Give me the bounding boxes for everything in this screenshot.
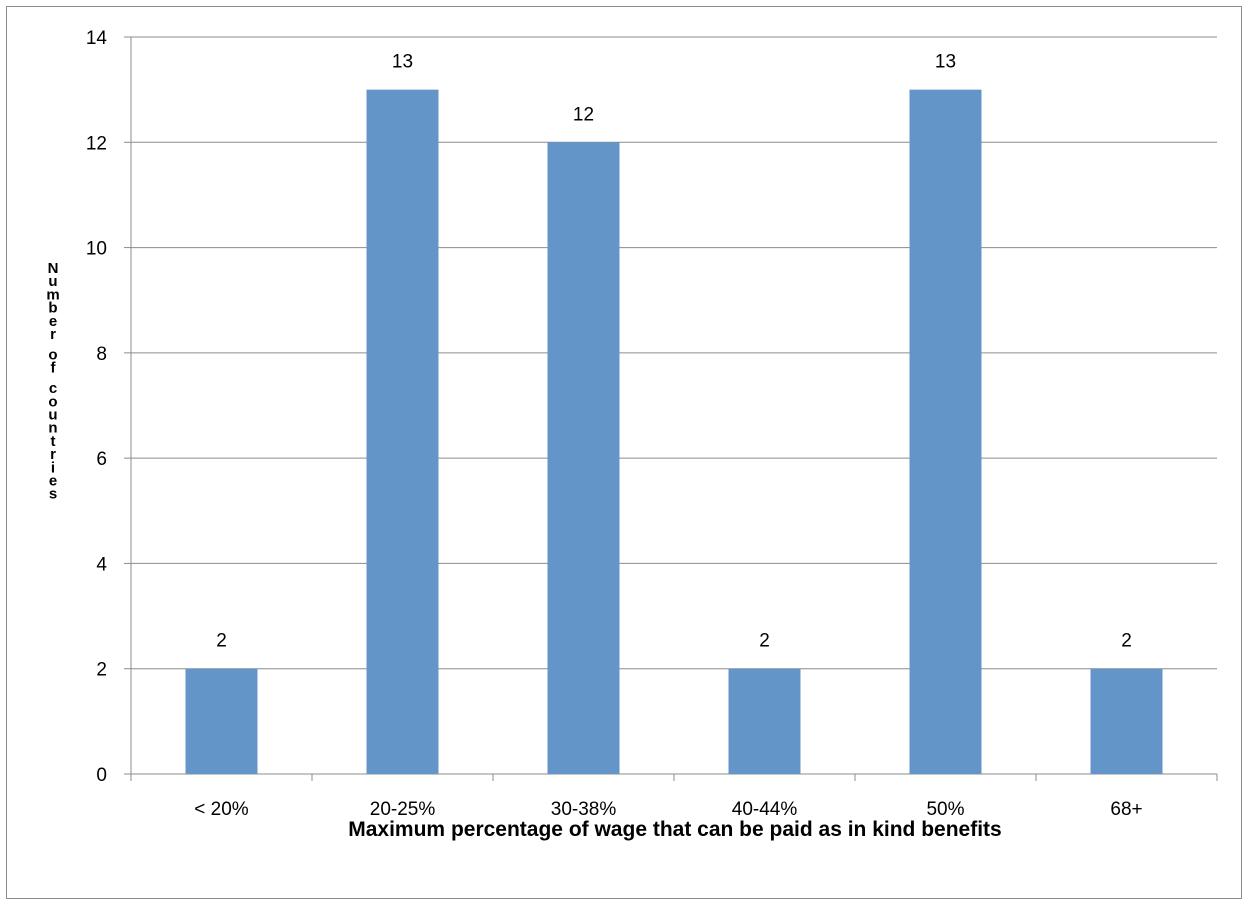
y-axis-label-char: u <box>48 273 57 290</box>
y-tick-label: 6 <box>96 449 107 470</box>
axes <box>124 36 1218 781</box>
y-axis-label-char: s <box>49 486 57 503</box>
data-labels: 2 13 12 2 13 2 <box>216 52 1132 652</box>
x-tick-label: 50% <box>926 799 964 820</box>
y-axis-label-char: N <box>48 260 59 277</box>
data-label: 13 <box>935 52 956 73</box>
y-axis-label-char: n <box>48 420 57 437</box>
y-tick-label: 2 <box>96 660 107 681</box>
data-label: 13 <box>392 52 413 73</box>
data-label: 2 <box>1121 631 1132 652</box>
data-label: 12 <box>573 104 594 125</box>
y-axis-label-char: t <box>51 433 56 450</box>
y-axis-label-char: m <box>46 286 59 303</box>
y-axis-label-char: f <box>51 360 57 377</box>
x-tick-label: 68+ <box>1110 799 1142 820</box>
y-axis-label-char: o <box>48 346 57 363</box>
data-label: 2 <box>216 631 227 652</box>
bar <box>728 668 801 774</box>
bar <box>366 89 439 774</box>
x-axis-label: Maximum percentage of wage that can be p… <box>348 818 1001 841</box>
y-tick-label: 0 <box>96 765 107 786</box>
data-label: 2 <box>759 631 770 652</box>
y-axis-label-char: c <box>49 380 57 397</box>
y-axis-label-char: u <box>48 407 57 424</box>
x-tick-label: 40-44% <box>732 799 798 820</box>
y-tick-label: 12 <box>86 133 107 154</box>
y-tick-label: 4 <box>96 554 107 575</box>
y-axis-label-char: r <box>50 446 56 463</box>
y-axis-label-char: o <box>48 393 57 410</box>
y-tick-label: 14 <box>86 28 108 49</box>
bar <box>185 668 258 774</box>
y-axis-label-char: r <box>50 326 56 343</box>
y-tick-label: 10 <box>86 239 107 260</box>
y-axis-label-char: i <box>51 459 55 476</box>
x-tick-label: < 20% <box>194 799 249 820</box>
tick-labels: 0 2 4 6 8 10 12 14 < 20% 20-25% 30-38% 40-44% 50% 68+ <box>86 28 1143 820</box>
y-tick-label: 8 <box>96 344 107 365</box>
y-axis-label-char: b <box>48 300 57 317</box>
bar <box>547 142 620 775</box>
gridlines <box>131 36 1217 670</box>
x-tick-label: 20-25% <box>370 799 436 820</box>
bars <box>185 89 1163 775</box>
bar <box>1090 668 1163 774</box>
x-tick-label: 30-38% <box>551 799 617 820</box>
y-axis-label-char: e <box>49 313 57 330</box>
y-axis-label-char: e <box>49 473 57 490</box>
bar <box>909 89 982 774</box>
